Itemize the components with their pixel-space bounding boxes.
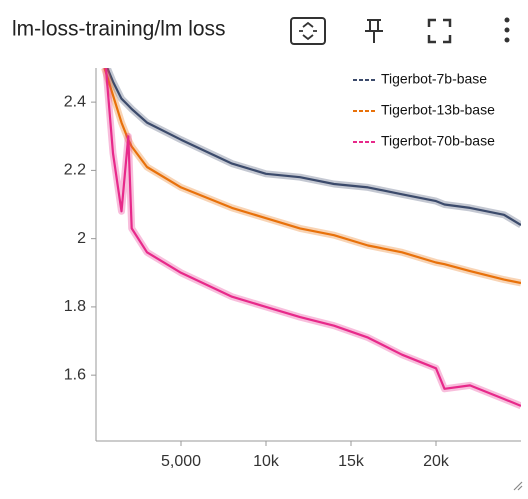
series-line: [104, 68, 521, 407]
fit-icon[interactable]: [290, 17, 326, 45]
y-tick-label: 1.8: [64, 298, 86, 315]
chart-title: lm-loss-training/lm loss: [12, 18, 226, 41]
plot-area: [101, 68, 521, 410]
y-tick-label: 1.6: [64, 366, 86, 383]
legend-label: Tigerbot-70b-base: [381, 133, 495, 149]
x-tick-label: 15k: [338, 453, 365, 470]
legend-label: Tigerbot-7b-base: [381, 71, 487, 87]
x-tick-label: 20k: [423, 453, 450, 470]
legend-label: Tigerbot-13b-base: [381, 102, 495, 118]
y-tick-label: 2.2: [64, 162, 86, 179]
series-line-halo: [101, 68, 521, 287]
pin-icon[interactable]: [365, 19, 383, 43]
x-tick-label: 10k: [253, 453, 280, 470]
x-tick-label: 5,000: [161, 453, 201, 470]
menu-icon[interactable]: [504, 17, 510, 43]
series-line: [106, 68, 521, 226]
resize-handle: [513, 481, 523, 491]
y-tick-label: 2.4: [64, 93, 86, 110]
y-tick-label: 2: [77, 230, 86, 247]
fullscreen-icon[interactable]: [427, 18, 452, 44]
